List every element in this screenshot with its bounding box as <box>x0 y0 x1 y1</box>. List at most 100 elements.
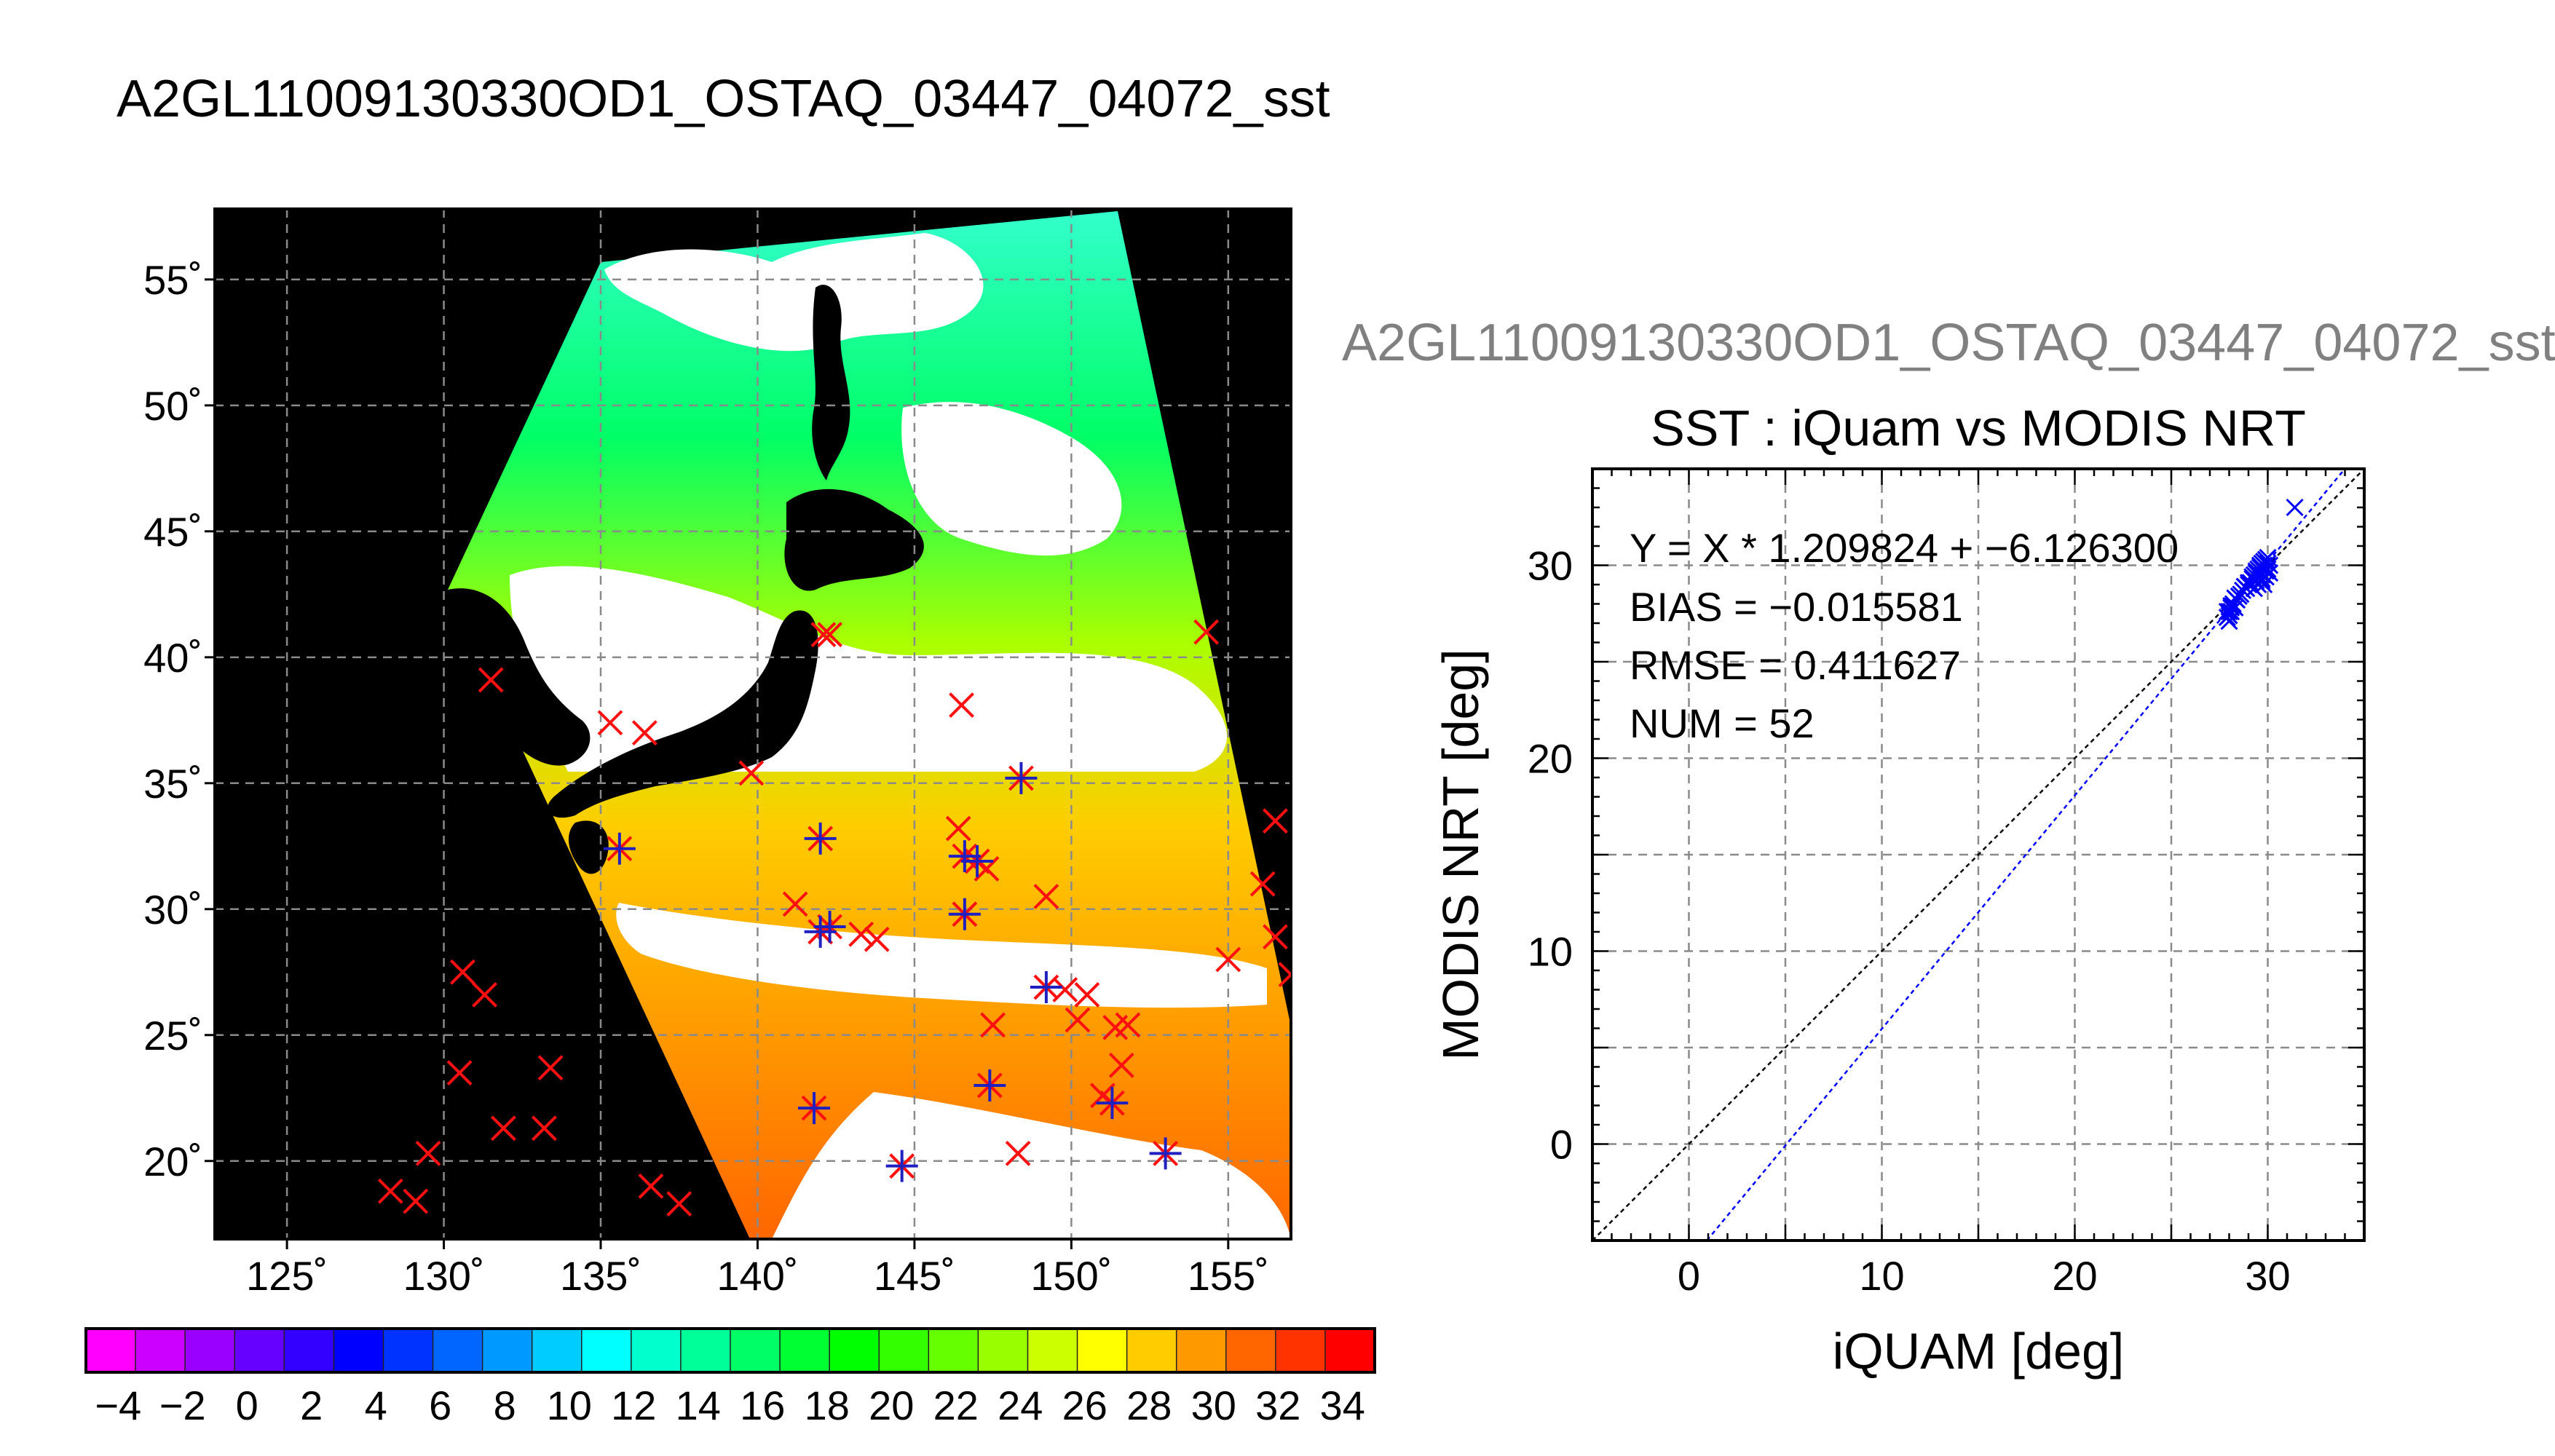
colorbar-tick-label: 20 <box>869 1382 914 1428</box>
map-marker-red-x <box>848 921 874 947</box>
colorbar-tick-label: 12 <box>611 1382 656 1428</box>
map-lat-tick-label: 30˚ <box>143 887 202 933</box>
map-marker-blue-plus <box>961 845 994 878</box>
map-marker-red-x <box>1065 1007 1091 1033</box>
cloud-mask-mid <box>510 566 1227 772</box>
colorbar-cell <box>1275 1329 1326 1372</box>
scatter-y-tick-label: 30 <box>1528 543 1573 589</box>
map-marker-red-x <box>1052 977 1078 1002</box>
map-marker-blue-plus <box>1030 971 1062 1004</box>
map-marker-red-x <box>1263 924 1288 950</box>
map-gridlines <box>215 209 1291 1239</box>
colorbar-cell <box>135 1329 186 1372</box>
colorbar-cell <box>1225 1329 1276 1372</box>
colorbar-tick-label: 0 <box>236 1382 258 1428</box>
map-marker-blue-plus <box>603 832 636 865</box>
land-honshu <box>547 610 818 818</box>
map-lon-tick-label: 140˚ <box>716 1253 798 1299</box>
colorbar-cell <box>928 1329 979 1372</box>
sst-map: 125˚ 130˚ 135˚ 140˚ 145˚ 150˚ 155˚ 55˚ 50˚ 45˚ 40˚… <box>143 207 1292 1299</box>
colorbar-tick-label: 8 <box>494 1382 516 1428</box>
stat-regression-equation: Y = X * 1.209824 + −6.126300 <box>1630 525 2179 571</box>
scatter-point <box>2226 589 2244 607</box>
stat-rmse: RMSE = 0.411627 <box>1630 642 1961 688</box>
map-marker-red-x <box>403 1188 429 1214</box>
map-lon-tick-label: 150˚ <box>1030 1253 1112 1299</box>
scatter-point <box>2286 498 2304 517</box>
cloud-mask-band <box>772 1092 1291 1239</box>
scatter-y-tick-label: 20 <box>1528 736 1573 782</box>
scatter-gridlines <box>1592 469 2364 1241</box>
scatter-stats: Y = X * 1.209824 + −6.126300 BIAS = −0.0… <box>1630 525 2179 746</box>
colorbar-tick-label: 26 <box>1062 1382 1107 1428</box>
colorbar-tick-label: 16 <box>740 1382 785 1428</box>
colorbar-tick-label: 18 <box>805 1382 850 1428</box>
map-marker-red-x <box>532 1115 557 1142</box>
colorbar-cell <box>581 1329 632 1372</box>
map-marker-red-x <box>810 622 837 648</box>
scatter-y-tick-label: 0 <box>1550 1122 1573 1168</box>
map-marker-red-x <box>1215 946 1241 973</box>
map-lat-tick-label: 45˚ <box>143 509 202 555</box>
colorbar-cell <box>631 1329 682 1372</box>
map-marker-red-x <box>446 1060 473 1086</box>
map-lat-tick-label: 20˚ <box>143 1139 202 1184</box>
colorbar-tick-label: 34 <box>1320 1382 1365 1428</box>
map-marker-blue-plus <box>1149 1137 1182 1170</box>
map-marker-red-x <box>1108 1052 1134 1078</box>
colorbar-cell <box>1027 1329 1078 1372</box>
colorbar-cell <box>234 1329 285 1372</box>
colorbar-cell <box>978 1329 1029 1372</box>
colorbar-cell <box>1324 1329 1375 1372</box>
map-marker-red-x <box>666 1191 692 1216</box>
map-marker-blue-plus <box>804 822 837 855</box>
colorbar-tick-label: 6 <box>429 1382 451 1428</box>
map-lat-tick-label: 50˚ <box>143 383 202 429</box>
scatter-point <box>2235 577 2254 596</box>
map-marker-blue-plus <box>1096 1087 1129 1120</box>
scatter-x-tick-label: 30 <box>2245 1253 2290 1299</box>
colorbar-cell <box>780 1329 830 1372</box>
figure-title: A2GL11009130330OD1_OSTAQ_03447_04072_sst <box>117 70 1330 128</box>
colorbar-cell <box>829 1329 880 1372</box>
cloud-mask-east <box>901 402 1122 556</box>
colorbar-tick-label: 2 <box>300 1382 323 1428</box>
colorbar-cell <box>185 1329 235 1372</box>
colorbar-frame <box>84 1327 1376 1374</box>
map-marker-blue-plus <box>948 840 981 873</box>
map-lat-tick-label: 35˚ <box>143 761 202 807</box>
map-frame <box>213 207 1292 1241</box>
map-marker-red-x <box>1005 1140 1031 1166</box>
map-marker-red-x <box>491 1115 516 1142</box>
colorbar-tick-label: 4 <box>365 1382 387 1428</box>
map-marker-red-x <box>782 891 808 917</box>
colorbar-cell <box>532 1329 583 1372</box>
colorbar-cell <box>680 1329 731 1372</box>
scatter-xlabel: iQUAM [deg] <box>1833 1323 2125 1380</box>
colorbar: −4 −2 0 2 4 6 8 10 12 14 16 18 20 22 24 26 28 30 32 34 <box>84 1327 1376 1428</box>
colorbar-cells <box>86 1329 1375 1372</box>
scatter-filename-title: A2GL11009130330OD1_OSTAQ_03447_04072_sst <box>1342 314 2555 372</box>
map-marker-red-x <box>377 1178 403 1204</box>
colorbar-cell <box>879 1329 929 1372</box>
map-marker-red-x <box>1249 871 1276 897</box>
map-marker-blue-plus <box>885 1150 918 1182</box>
scatter-x-tick-label: 10 <box>1859 1253 1904 1299</box>
colorbar-cell <box>482 1329 533 1372</box>
map-marker-red-x <box>1074 981 1100 1008</box>
scatter-plot: SST : iQuam vs MODIS NRT 0 10 20 300102030 … <box>1432 400 2366 1380</box>
colorbar-labels: −4 −2 0 2 4 6 8 10 12 14 16 18 20 22 24 26 28 30 32 34 <box>95 1382 1365 1428</box>
map-marker-red-x <box>945 815 971 842</box>
map-marker-red-x <box>738 760 765 786</box>
map-marker-red-x <box>537 1055 564 1081</box>
map-marker-red-x <box>949 692 974 718</box>
scatter-point <box>2253 569 2271 588</box>
map-lon-tick-label: 145˚ <box>874 1253 955 1299</box>
colorbar-cell <box>284 1329 334 1372</box>
scatter-x-tick-label: 0 <box>1678 1253 1700 1299</box>
map-marker-red-x <box>597 710 623 736</box>
land-korea-china <box>215 588 591 1239</box>
scatter-point <box>2222 598 2240 617</box>
map-marker-red-x <box>1033 884 1059 909</box>
land-kyushu <box>568 820 609 874</box>
